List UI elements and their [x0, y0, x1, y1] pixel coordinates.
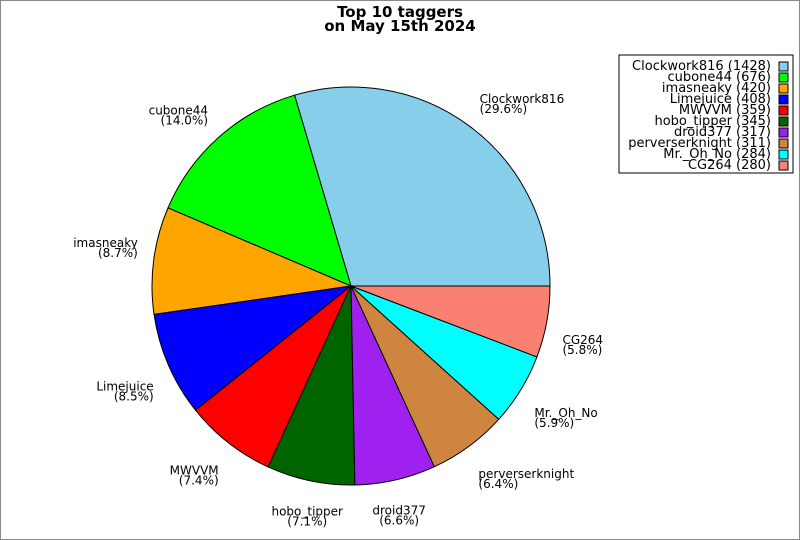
legend-entry: Clockwork816 (1428)	[632, 59, 771, 74]
chart-title-line-2: on May 15th 2024	[324, 17, 476, 35]
legend-swatch	[778, 72, 789, 83]
legend-swatch	[778, 138, 789, 149]
slice-label-name: Mr._Oh_No	[534, 406, 597, 420]
legend-entry: perverserknight (311)	[628, 136, 771, 151]
legend-swatch	[778, 127, 789, 138]
legend-swatch	[778, 61, 789, 72]
legend-entry: Mr._Oh_No (284)	[663, 147, 771, 162]
slice-label-percent: (5.8%)	[562, 343, 602, 357]
slice-label-name: CG264	[562, 333, 603, 347]
pie-slice-Clockwork816	[293, 86, 551, 287]
slice-label-name: hobo_tipper	[271, 504, 343, 518]
slice-label-name: perverserknight	[478, 467, 574, 481]
legend-entry: MWVVM (359)	[679, 103, 771, 118]
legend-entry: CG264 (280)	[688, 158, 771, 173]
pie-slice-imasneaky	[151, 207, 353, 315]
pie-slice-CG264	[350, 285, 551, 358]
legend-entry: cubone44 (676)	[668, 70, 771, 85]
chart-title-line-1: Top 10 taggers	[337, 3, 463, 21]
pie-slice-Limejuice	[153, 285, 353, 411]
legend-entry: droid377 (317)	[674, 125, 771, 140]
legend-swatch	[778, 116, 789, 127]
slice-label-name: droid377	[372, 504, 425, 518]
slice-label-name: Limejuice	[96, 379, 153, 393]
pie-slice-cubone44	[167, 94, 352, 287]
slice-label-percent: (7.1%)	[287, 514, 327, 528]
legend-swatch	[778, 160, 789, 171]
slice-label-percent: (7.4%)	[179, 473, 219, 487]
legend-swatch	[778, 94, 789, 105]
legend: Clockwork816 (1428)cubone44 (676)imasnea…	[618, 54, 794, 174]
legend-swatch	[778, 105, 789, 116]
legend-entry: hobo_tipper (345)	[654, 114, 771, 129]
legend-swatch	[778, 83, 789, 94]
legend-box	[618, 54, 794, 174]
slice-label-percent: (8.5%)	[114, 389, 154, 403]
slice-label-percent: (14.0%)	[161, 113, 208, 127]
slice-label-name: cubone44	[149, 103, 208, 117]
slice-label-percent: (6.6%)	[379, 514, 419, 528]
slice-label-name: MWVVM	[170, 463, 219, 477]
slice-label-name: imasneaky	[73, 236, 138, 250]
legend-entry: Limejuice (408)	[670, 92, 771, 107]
slice-label-name: Clockwork816	[480, 92, 565, 106]
slice-label-percent: (5.9%)	[534, 416, 574, 430]
slice-label-percent: (29.6%)	[480, 102, 527, 116]
legend-entry: imasneaky (420)	[662, 81, 771, 96]
slice-label-percent: (8.7%)	[98, 246, 138, 260]
legend-swatch	[778, 149, 789, 160]
slice-label-percent: (6.4%)	[478, 477, 518, 491]
